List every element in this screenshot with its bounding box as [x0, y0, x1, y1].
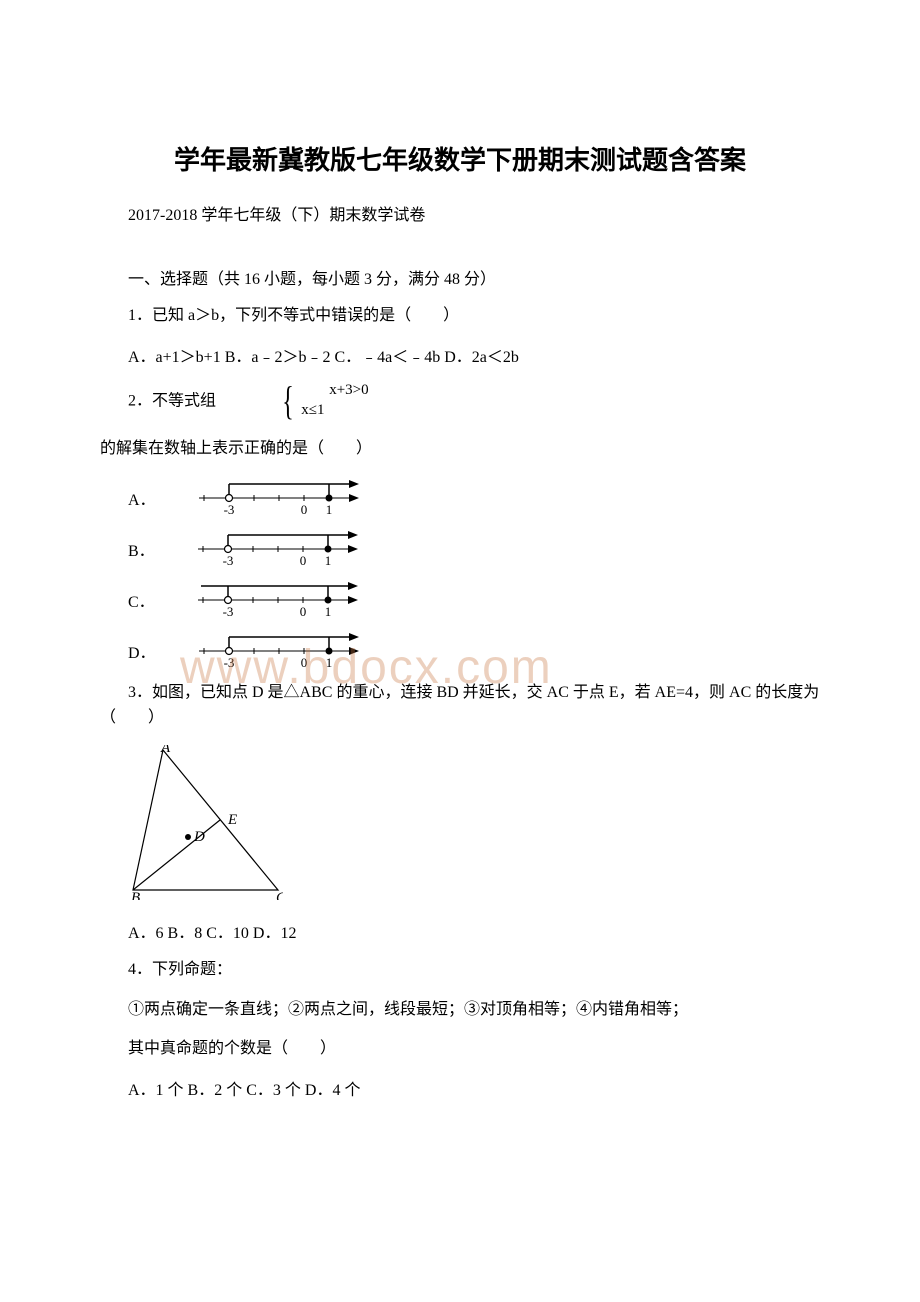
svg-text:1: 1 — [325, 502, 332, 516]
q1-text: 1．已知 a＞b，下列不等式中错误的是（ ） — [100, 303, 820, 329]
svg-text:-3: -3 — [222, 553, 233, 567]
svg-text:A: A — [160, 745, 171, 756]
svg-text:1: 1 — [325, 655, 332, 669]
svg-text:0: 0 — [300, 655, 307, 669]
q1-options: A．a+1＞b+1 B．a﹣2＞b﹣2 C．﹣4a＜﹣4b D．2a＜2b — [100, 343, 820, 367]
svg-text:-3: -3 — [223, 502, 234, 516]
numberline-b: -3 0 1 — [165, 527, 363, 572]
q3-options: A．6 B．8 C．10 D．12 — [100, 919, 820, 943]
svg-text:1: 1 — [324, 553, 331, 567]
q2-text2: 的解集在数轴上表示正确的是（ ） — [100, 436, 820, 462]
q2-prefix: 2．不等式组 — [128, 392, 216, 409]
svg-text:E: E — [227, 812, 237, 828]
q4-text3: 其中真命题的个数是（ ） — [100, 1036, 820, 1062]
svg-text:-3: -3 — [222, 604, 233, 618]
section-header: 一、选择题（共 16 小题，每小题 3 分，满分 48 分） — [100, 265, 820, 289]
numberline-a: -3 0 1 — [166, 476, 364, 521]
q4-text1: 4．下列命题： — [100, 957, 820, 983]
q2-formula: { x+3>0 x≤1 — [228, 381, 369, 423]
q2-label-d: D． — [100, 639, 156, 663]
svg-text:0: 0 — [299, 604, 306, 618]
q2-label-b: B． — [100, 537, 155, 561]
q2-text1: 2．不等式组 { x+3>0 x≤1 — [100, 381, 820, 423]
svg-text:-3: -3 — [223, 655, 234, 669]
numberline-c: -3 0 1 — [165, 578, 363, 623]
q2-line2: x≤1 — [301, 402, 324, 418]
q2-label-c: C． — [100, 588, 155, 612]
numberline-d: -3 0 1 — [166, 629, 364, 674]
q4-text2: ①两点确定一条直线；②两点之间，线段最短；③对顶角相等；④内错角相等； — [100, 997, 820, 1023]
q3-figure: A B C D E — [128, 745, 820, 905]
q3-text: 3．如图，已知点 D 是△ABC 的重心，连接 BD 并延长，交 AC 于点 E… — [100, 680, 820, 731]
svg-text:B: B — [131, 890, 140, 900]
svg-text:0: 0 — [300, 502, 307, 516]
svg-text:D: D — [193, 829, 205, 845]
q2-option-b: B． -3 0 1 — [100, 527, 820, 572]
svg-text:1: 1 — [324, 604, 331, 618]
q2-option-a: A． -3 0 1 — [100, 476, 820, 521]
q4-options: A．1 个 B．2 个 C．3 个 D．4 个 — [100, 1076, 820, 1100]
subtitle: 2017-2018 学年七年级（下）期末数学试卷 — [100, 201, 820, 225]
q2-option-d: D． -3 0 1 — [100, 629, 820, 674]
svg-text:0: 0 — [299, 553, 306, 567]
q2-label-a: A． — [100, 486, 156, 510]
q2-line1: x+3>0 — [329, 382, 368, 398]
q2-option-c: C． -3 0 1 — [100, 578, 820, 623]
page-title: 学年最新冀教版七年级数学下册期末测试题含答案 — [100, 140, 820, 177]
svg-text:C: C — [276, 890, 283, 900]
